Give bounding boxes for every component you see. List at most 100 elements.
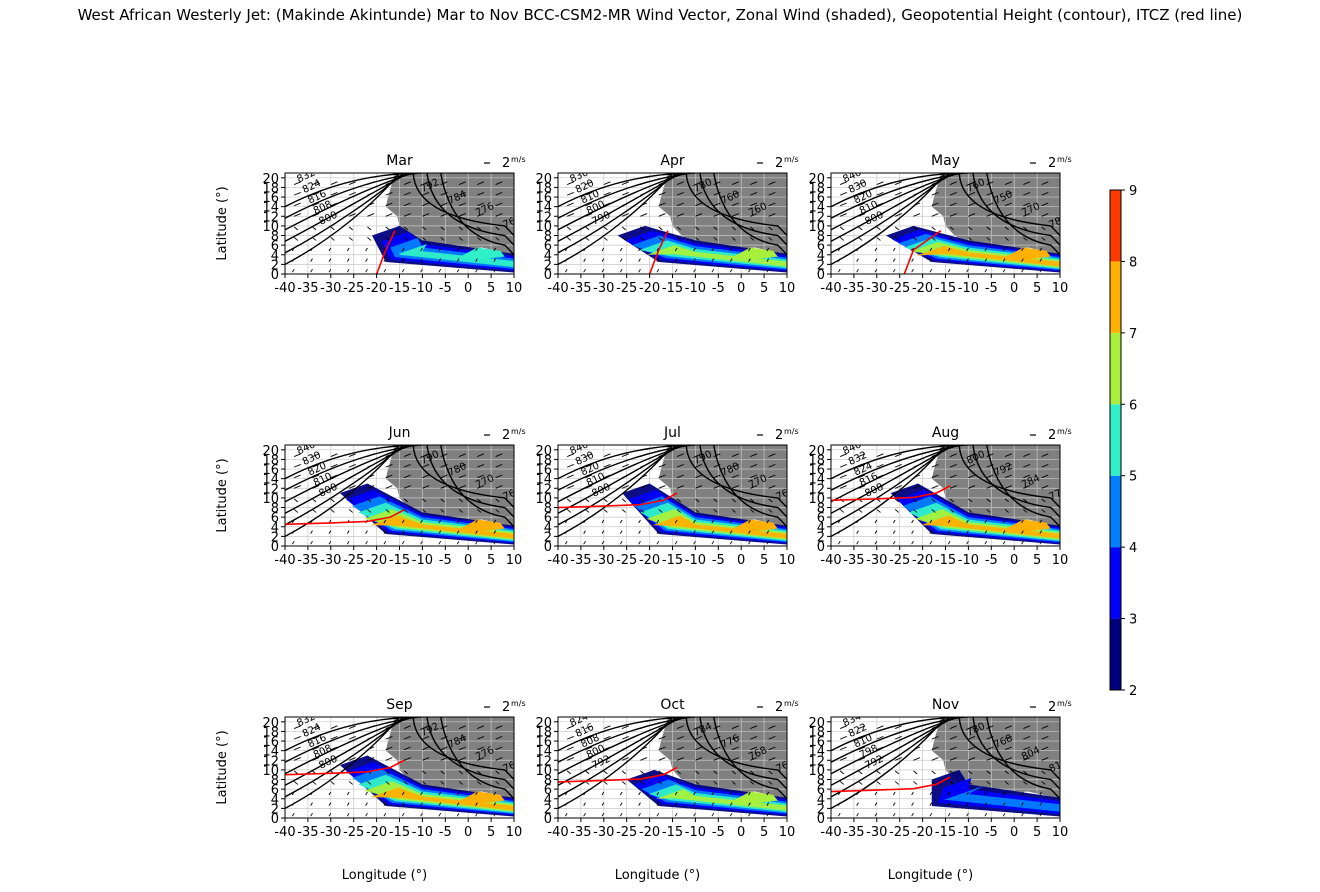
colorbar-tick-label: 3 (1129, 613, 1137, 628)
wind-vector (440, 757, 448, 761)
wind-vector (766, 540, 770, 545)
wind-vector (1023, 781, 1028, 785)
wind-vector (839, 202, 847, 207)
wind-vector (913, 237, 918, 241)
wind-vector (892, 802, 896, 806)
wind-vector (401, 540, 405, 545)
wind-vector (693, 812, 696, 817)
y-tick-label: 8 (817, 774, 825, 789)
wind-vector (986, 509, 991, 513)
y-tick-label: 0 (544, 812, 552, 827)
y-tick-label: 6 (544, 783, 552, 798)
wind-vector (984, 812, 988, 817)
wind-vector (330, 464, 338, 468)
wind-vector (713, 757, 721, 761)
wind-vector (711, 802, 715, 806)
wind-vector (748, 268, 751, 273)
wind-vector (564, 540, 568, 545)
wind-vector (1004, 498, 1009, 503)
wind-vector (291, 540, 295, 545)
wind-vector (495, 485, 503, 489)
wind-vector (984, 519, 988, 524)
wind-vector (856, 540, 859, 545)
wind-vector (731, 213, 739, 217)
wind-vector (293, 192, 301, 196)
x-tick-label: 10 (506, 553, 523, 568)
wind-vector (1041, 213, 1049, 217)
wind-vector (346, 812, 350, 817)
wind-vector (931, 202, 939, 207)
wind-vector (346, 791, 350, 796)
wind-vector (585, 226, 590, 231)
zonal-wind-band (656, 789, 787, 811)
wind-vector (438, 812, 442, 817)
wind-vector (1023, 237, 1028, 241)
wind-vector (440, 181, 448, 185)
wind-vector (658, 757, 666, 761)
wind-vector (403, 237, 408, 241)
wind-vector (493, 791, 497, 796)
wind-vector (585, 736, 593, 740)
wind-vector (674, 268, 678, 273)
x-tick-label: -35 (843, 825, 864, 840)
wind-vector (1041, 736, 1049, 740)
y-tick-label: 12 (262, 210, 279, 225)
wind-vector (750, 226, 755, 231)
wind-vector (968, 202, 976, 207)
wind-vector (312, 453, 320, 457)
wind-vector (619, 519, 623, 524)
colorbar-segment (1110, 475, 1121, 548)
wind-vector (422, 226, 427, 231)
x-tick-label: 0 (1010, 553, 1018, 568)
wind-vector (658, 485, 666, 489)
wind-vector (422, 736, 430, 740)
geopotential-contour (986, 173, 1060, 256)
wind-vector (676, 213, 684, 217)
wind-vector (346, 268, 350, 273)
wind-vector (750, 498, 755, 503)
figure-title: West African Westerly Jet: (Makinde Akin… (77, 6, 1243, 24)
quiver-key-unit: m/s (511, 155, 526, 164)
wind-vector (385, 237, 390, 241)
wind-vector (658, 464, 666, 468)
wind-vector (876, 181, 884, 185)
wind-vector (1041, 485, 1049, 489)
wind-vector (693, 247, 696, 252)
wind-vector (656, 519, 660, 524)
colorbar-frame (1109, 189, 1122, 691)
wind-vector (566, 226, 572, 231)
wind-vector (621, 453, 629, 457)
wind-vector (601, 802, 605, 806)
wind-vector (346, 530, 350, 534)
wind-vector (750, 736, 758, 740)
wind-vector (750, 453, 758, 457)
wind-vector (713, 509, 718, 513)
y-tick-label: 6 (271, 239, 279, 254)
geopotential-contour (699, 173, 787, 246)
wind-vector (619, 530, 623, 534)
wind-vector (949, 509, 954, 513)
wind-vector (438, 540, 442, 545)
wind-vector (949, 725, 957, 729)
wind-vector (330, 736, 338, 740)
quiver-key-unit: m/s (784, 699, 799, 708)
wind-vector (365, 268, 368, 273)
wind-vector (966, 258, 969, 262)
wind-vector (438, 802, 442, 806)
geopotential-contour (285, 173, 414, 231)
x-tick-label: -10 (958, 281, 979, 296)
wind-vector (493, 802, 497, 806)
itcz-line (558, 492, 678, 509)
wind-vector (949, 213, 957, 217)
wind-vector (458, 746, 466, 751)
wind-vector (348, 181, 356, 185)
wind-vector (493, 247, 497, 252)
wind-vector (894, 181, 902, 185)
wind-vector (365, 812, 368, 817)
wind-vector (566, 770, 572, 775)
wind-vector (330, 781, 335, 785)
wind-vector (440, 725, 448, 729)
wind-vector (401, 519, 405, 524)
wind-vector (693, 258, 696, 262)
wind-vector (1023, 746, 1031, 751)
